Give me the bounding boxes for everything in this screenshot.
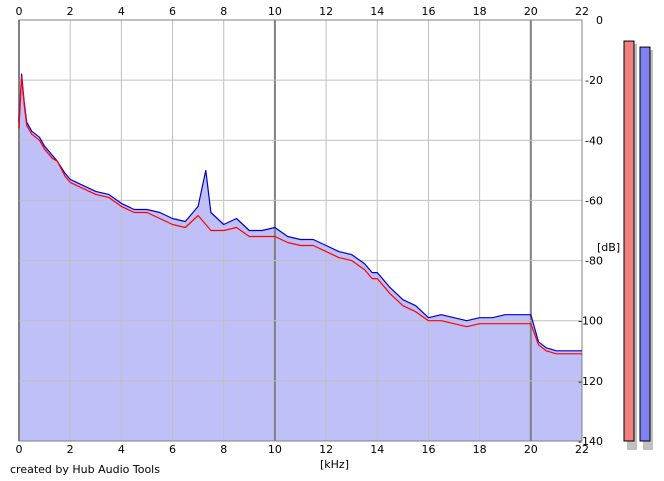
x-tick-label-bottom: 4 — [118, 443, 125, 456]
x-tick-label-top: 4 — [118, 5, 125, 18]
y-tick-label: -100 — [578, 315, 603, 328]
x-tick-label-top: 8 — [220, 5, 227, 18]
spectrum-fill-area — [19, 74, 582, 441]
x-tick-label-top: 18 — [473, 5, 487, 18]
x-tick-label-bottom: 2 — [67, 443, 74, 456]
x-tick-label-bottom: 22 — [575, 443, 589, 456]
y-tick-label: -20 — [585, 74, 603, 87]
y-tick-label: -80 — [585, 255, 603, 268]
x-tick-label-top: 12 — [319, 5, 333, 18]
x-axis-label: [kHz] — [320, 458, 349, 471]
y-tick-label: 0 — [596, 14, 603, 27]
level-meter-left — [623, 40, 635, 442]
x-tick-label-bottom: 16 — [421, 443, 435, 456]
level-meter-right — [639, 46, 651, 442]
series-line-l — [18, 76, 582, 355]
y-tick-label: -60 — [585, 194, 603, 207]
y-tick-label: -40 — [585, 134, 603, 147]
x-tick-label-bottom: 10 — [268, 443, 282, 456]
x-tick-label-top: 0 — [16, 5, 23, 18]
series-line-r — [18, 73, 582, 352]
x-tick-label-bottom: 12 — [319, 443, 333, 456]
x-tick-label-top: 6 — [169, 5, 176, 18]
x-tick-label-top: 22 — [575, 5, 589, 18]
plot-frame — [18, 19, 583, 442]
y-tick-label: -120 — [578, 375, 603, 388]
x-tick-label-top: 2 — [67, 5, 74, 18]
x-tick-label-bottom: 0 — [16, 443, 23, 456]
x-tick-label-top: 16 — [421, 5, 435, 18]
y-axis-label: [dB] — [597, 241, 621, 254]
x-tick-label-bottom: 20 — [524, 443, 538, 456]
y-tick-label: -140 — [578, 435, 603, 448]
x-tick-label-top: 14 — [370, 5, 384, 18]
x-tick-label-top: 10 — [268, 5, 282, 18]
x-tick-label-top: 20 — [524, 5, 538, 18]
x-tick-label-bottom: 8 — [220, 443, 227, 456]
credit-text: created by Hub Audio Tools — [10, 463, 160, 476]
x-tick-label-bottom: 14 — [370, 443, 384, 456]
x-tick-label-bottom: 18 — [473, 443, 487, 456]
x-tick-label-bottom: 6 — [169, 443, 176, 456]
